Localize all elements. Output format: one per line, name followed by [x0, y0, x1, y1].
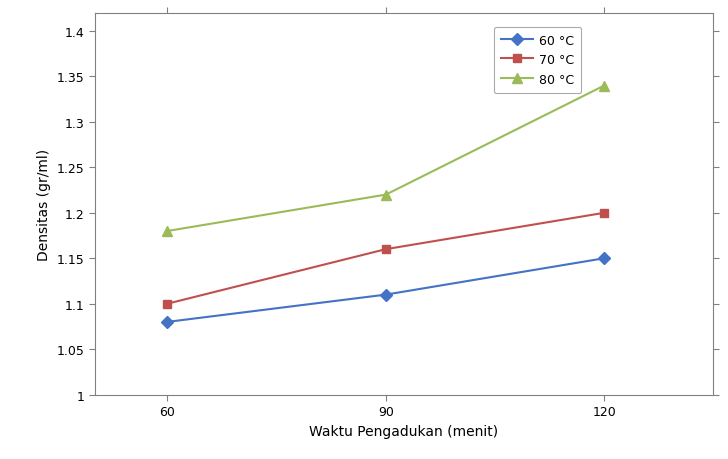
80 °C — [163, 229, 172, 234]
80 °C — [381, 192, 390, 198]
70 °C — [163, 301, 172, 307]
X-axis label: Waktu Pengadukan (menit): Waktu Pengadukan (menit) — [309, 424, 499, 437]
Legend: 60 °C, 70 °C, 80 °C: 60 °C, 70 °C, 80 °C — [494, 28, 582, 94]
60 °C — [163, 319, 172, 325]
60 °C — [600, 256, 609, 262]
70 °C — [381, 247, 390, 252]
Line: 80 °C: 80 °C — [162, 82, 609, 236]
Y-axis label: Densitas (gr/ml): Densitas (gr/ml) — [37, 148, 51, 260]
70 °C — [600, 211, 609, 216]
Line: 60 °C: 60 °C — [163, 255, 609, 326]
Line: 70 °C: 70 °C — [163, 209, 609, 308]
60 °C — [381, 292, 390, 298]
80 °C — [600, 84, 609, 89]
